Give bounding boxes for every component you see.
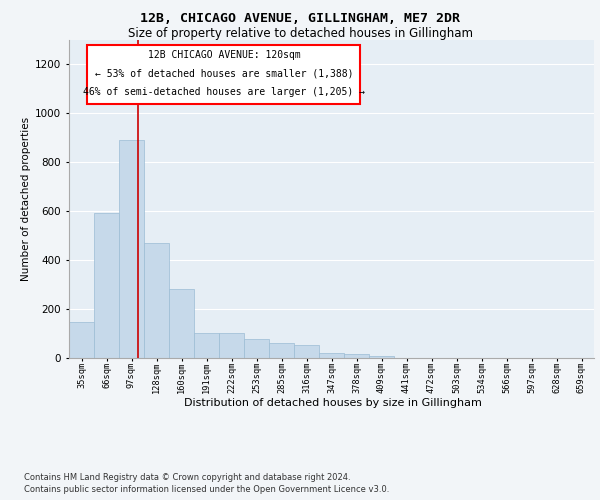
Bar — [119, 140, 144, 358]
Text: Contains public sector information licensed under the Open Government Licence v3: Contains public sector information licen… — [24, 485, 389, 494]
Text: 12B CHICAGO AVENUE: 120sqm: 12B CHICAGO AVENUE: 120sqm — [148, 50, 300, 60]
Bar — [69, 322, 94, 358]
Y-axis label: Number of detached properties: Number of detached properties — [21, 116, 31, 281]
Bar — [344, 354, 369, 358]
Bar — [144, 242, 169, 358]
Bar — [369, 356, 394, 358]
FancyBboxPatch shape — [88, 45, 361, 104]
Text: Contains HM Land Registry data © Crown copyright and database right 2024.: Contains HM Land Registry data © Crown c… — [24, 472, 350, 482]
Text: Size of property relative to detached houses in Gillingham: Size of property relative to detached ho… — [128, 28, 473, 40]
Bar — [244, 339, 269, 357]
Bar — [94, 214, 119, 358]
Bar — [219, 333, 244, 357]
Text: 46% of semi-detached houses are larger (1,205) →: 46% of semi-detached houses are larger (… — [83, 86, 365, 97]
Text: ← 53% of detached houses are smaller (1,388): ← 53% of detached houses are smaller (1,… — [95, 68, 353, 78]
Bar — [169, 289, 194, 358]
Bar — [269, 343, 294, 357]
Bar — [194, 333, 219, 357]
Text: 12B, CHICAGO AVENUE, GILLINGHAM, ME7 2DR: 12B, CHICAGO AVENUE, GILLINGHAM, ME7 2DR — [140, 12, 460, 26]
Text: Distribution of detached houses by size in Gillingham: Distribution of detached houses by size … — [184, 398, 482, 407]
Bar — [294, 346, 319, 358]
Bar — [319, 352, 344, 358]
